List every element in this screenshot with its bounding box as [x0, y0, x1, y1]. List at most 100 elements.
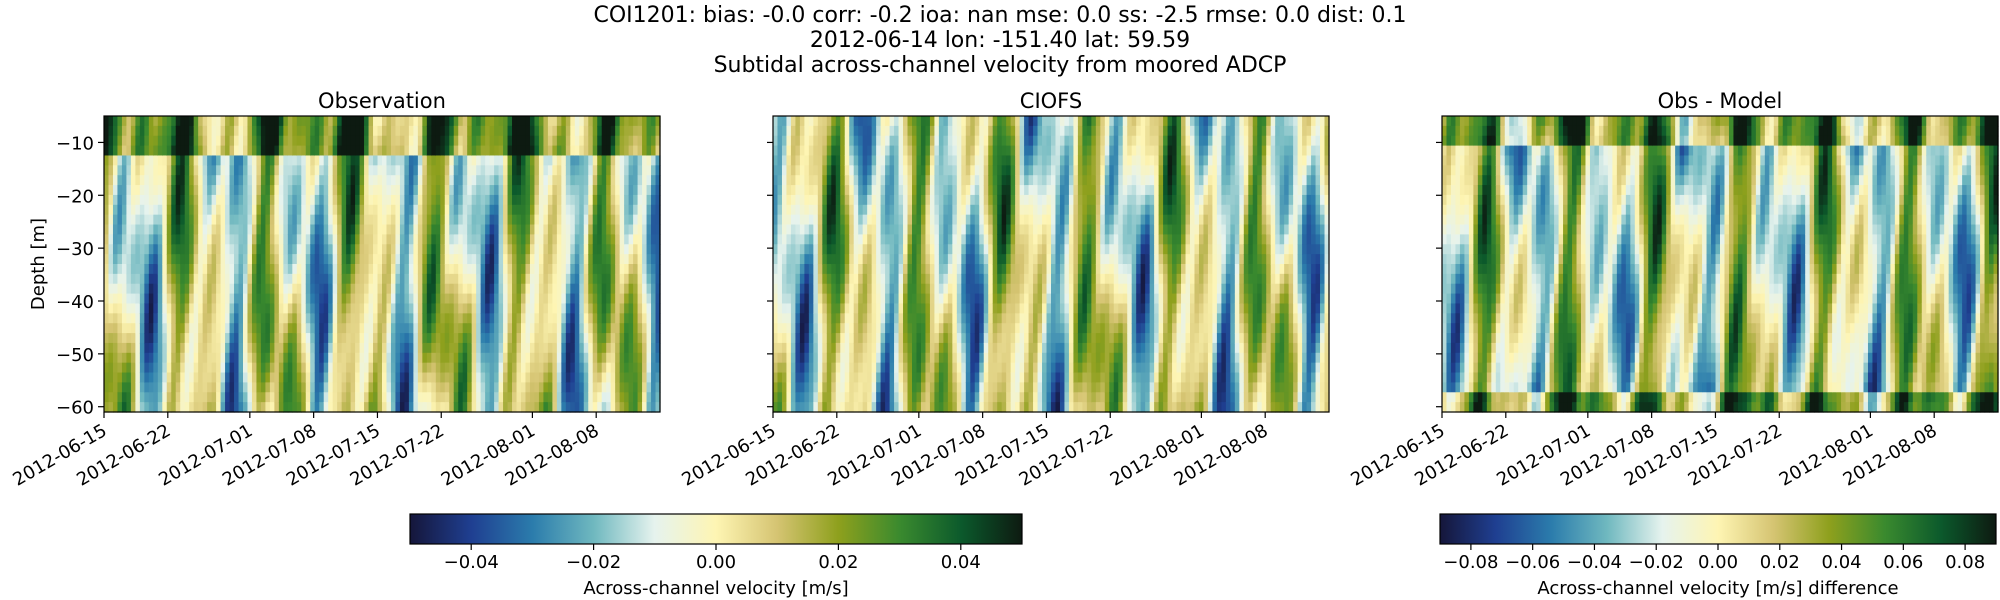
- heatmap-cell: [786, 283, 792, 295]
- heatmap-cell: [633, 185, 639, 196]
- heatmap-cell: [637, 382, 643, 393]
- heatmap-cell: [773, 352, 779, 364]
- heatmap-cell: [529, 313, 536, 324]
- heatmap-cell: [229, 254, 235, 265]
- heatmap-cell: [516, 125, 522, 137]
- heatmap-cell: [238, 175, 244, 186]
- heatmap-cell: [934, 244, 940, 255]
- heatmap-cell: [485, 323, 491, 334]
- heatmap-cell: [399, 224, 406, 235]
- heatmap-cell: [637, 254, 643, 265]
- heatmap-cell: [885, 264, 891, 275]
- heatmap-cell: [907, 165, 913, 176]
- heatmap-cell: [287, 313, 293, 324]
- heatmap-cell: [624, 165, 630, 176]
- heatmap-cell: [283, 273, 289, 285]
- heatmap-cell: [525, 333, 531, 344]
- heatmap-cell: [938, 333, 944, 344]
- heatmap-cell: [547, 402, 553, 413]
- heatmap-cell: [849, 283, 855, 295]
- heatmap-cell: [610, 194, 616, 206]
- heatmap-cell: [898, 244, 904, 255]
- heatmap-cell: [292, 293, 298, 305]
- heatmap-cell: [813, 155, 819, 166]
- heatmap-cell: [628, 273, 634, 285]
- heatmap-cell: [332, 175, 338, 186]
- heatmap-cell: [368, 244, 374, 255]
- heatmap-cell: [574, 155, 580, 166]
- heatmap-cell: [844, 214, 850, 226]
- heatmap-cell: [498, 362, 504, 374]
- heatmap-cell: [238, 362, 244, 374]
- heatmap-cell: [364, 342, 370, 354]
- heatmap-cell: [332, 185, 338, 196]
- heatmap-cell: [795, 185, 801, 196]
- heatmap-cell: [898, 125, 904, 137]
- heatmap-cell: [552, 185, 558, 196]
- heatmap-cell: [453, 224, 459, 235]
- heatmap-cell: [390, 402, 397, 413]
- heatmap-cell: [207, 264, 213, 275]
- heatmap-cell: [350, 165, 356, 176]
- heatmap-cell: [408, 273, 414, 285]
- heatmap-cell: [588, 273, 594, 285]
- heatmap-cell: [826, 293, 832, 305]
- heatmap-cell: [628, 352, 634, 364]
- heatmap-cell: [597, 185, 603, 196]
- heatmap-cell: [610, 214, 616, 226]
- heatmap-cell: [556, 402, 562, 413]
- heatmap-cell: [480, 234, 486, 245]
- heatmap-cell: [202, 352, 208, 364]
- heatmap-cell: [359, 135, 365, 147]
- heatmap-cell: [130, 145, 136, 157]
- heatmap-cell: [207, 293, 213, 305]
- heatmap-cell: [795, 254, 801, 265]
- heatmap-cell: [565, 264, 571, 275]
- heatmap-cell: [525, 194, 531, 206]
- heatmap-cell: [377, 145, 383, 157]
- heatmap-cell: [346, 145, 352, 157]
- heatmap-cell: [467, 155, 473, 166]
- heatmap-cell: [157, 273, 163, 285]
- heatmap-cell: [126, 165, 132, 176]
- heatmap-cell: [350, 145, 356, 157]
- heatmap-cell: [458, 135, 464, 147]
- heatmap-cell: [579, 392, 585, 403]
- heatmap-cell: [301, 155, 307, 166]
- heatmap-cell: [314, 313, 320, 324]
- heatmap-cell: [570, 392, 576, 403]
- heatmap-cell: [912, 194, 918, 206]
- heatmap-cell: [547, 273, 553, 285]
- figure-title-line-3: Subtidal across-channel velocity from mo…: [714, 53, 1287, 78]
- heatmap-cell: [305, 273, 311, 285]
- heatmap-cell: [413, 352, 419, 364]
- heatmap-cell: [822, 194, 828, 206]
- heatmap-cell: [862, 283, 868, 295]
- heatmap-cell: [373, 155, 379, 166]
- heatmap-cell: [795, 264, 801, 275]
- heatmap-cell: [525, 214, 531, 226]
- heatmap-cell: [328, 224, 334, 235]
- heatmap-cell: [781, 342, 788, 354]
- heatmap-cell: [781, 194, 788, 206]
- heatmap-cell: [117, 204, 123, 216]
- heatmap-cell: [139, 283, 145, 295]
- heatmap-cell: [314, 264, 320, 275]
- heatmap-cell: [646, 323, 652, 334]
- heatmap-cell: [534, 323, 540, 334]
- heatmap-cell: [476, 382, 482, 393]
- heatmap-cell: [139, 125, 145, 137]
- heatmap-cell: [314, 224, 320, 235]
- heatmap-cell: [934, 175, 940, 186]
- heatmap-cell: [781, 145, 788, 157]
- heatmap-cell: [862, 352, 868, 364]
- heatmap-cell: [314, 362, 320, 374]
- heatmap-cell: [565, 303, 571, 314]
- heatmap-cell: [108, 333, 114, 344]
- heatmap-cell: [934, 283, 940, 295]
- heatmap-cell: [296, 264, 302, 275]
- heatmap-cell: [799, 264, 805, 275]
- heatmap-cell: [651, 185, 657, 196]
- heatmap-cell: [642, 303, 648, 314]
- heatmap-cell: [108, 204, 114, 216]
